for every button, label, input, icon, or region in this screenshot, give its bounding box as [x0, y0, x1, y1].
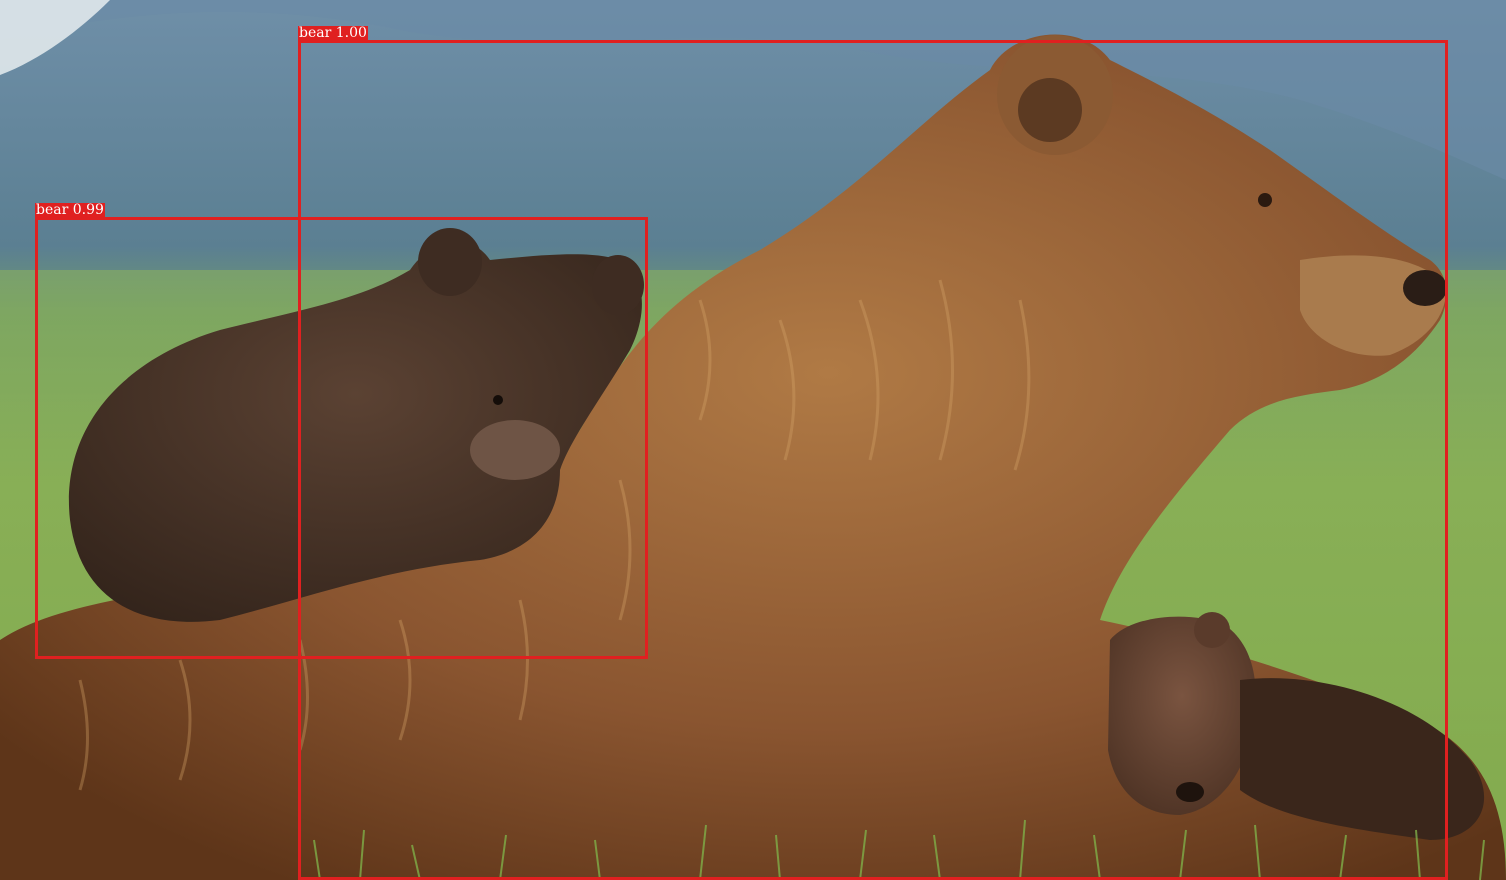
detection-score: 0.99: [72, 202, 104, 218]
detection-class: bear: [36, 202, 69, 218]
detection-box-bear-adult: bear 1.00: [298, 26, 1448, 880]
detection-label-bear-cub: bear 0.99: [35, 203, 105, 218]
detection-class: bear: [299, 25, 332, 41]
detection-label-bear-adult: bear 1.00: [298, 26, 368, 41]
detection-score: 1.00: [335, 25, 367, 41]
detection-box-bear-cub: bear 0.99: [35, 203, 648, 659]
